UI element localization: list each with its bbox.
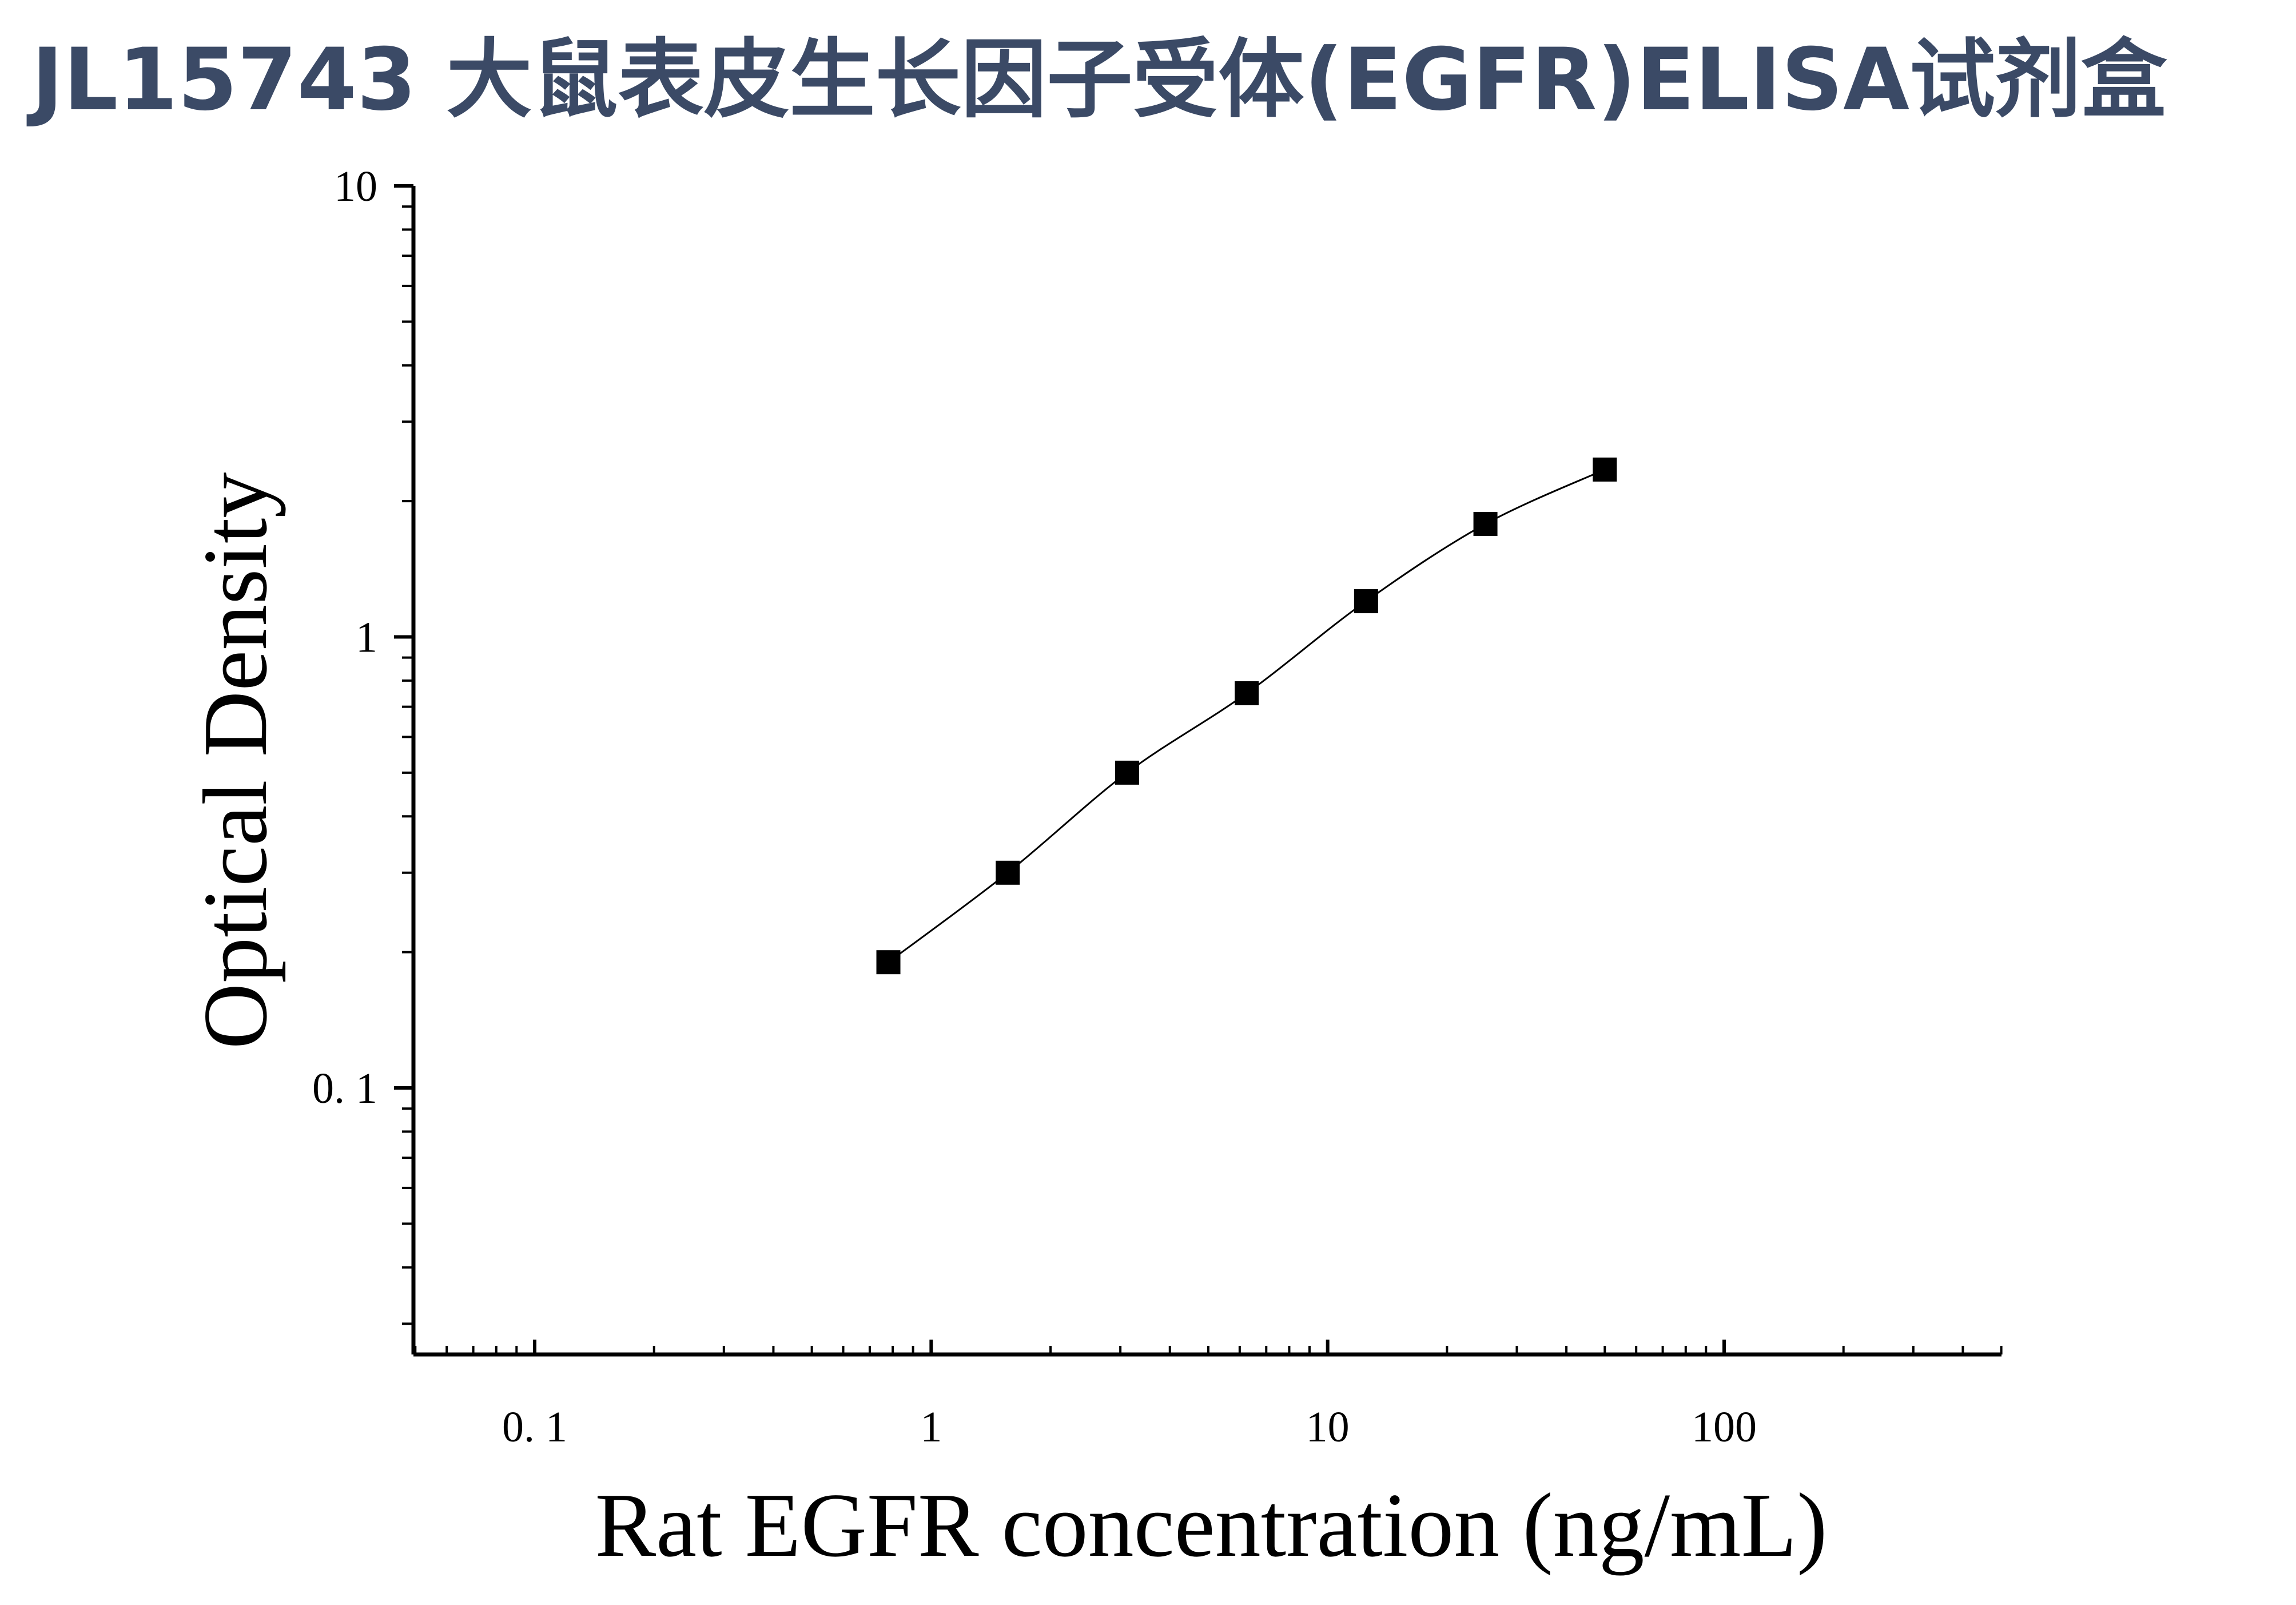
y-axis-title: Optical Density: [184, 472, 286, 1050]
page-title: JL15743 大鼠表皮生长因子受体(EGFR)ELISA试剂盒: [31, 30, 2167, 130]
data-point: [1593, 457, 1617, 482]
data-point: [1473, 512, 1498, 537]
data-point: [1235, 681, 1259, 706]
x-axis-title: Rat EGFR concentration (ng/mL): [595, 1474, 1827, 1576]
data-point: [876, 950, 901, 975]
x-tick-label: 100: [1692, 1403, 1757, 1451]
y-tick-label: 1: [356, 614, 377, 662]
y-tick-label: 10: [334, 162, 377, 210]
fit-curve: [888, 468, 1605, 963]
data-point: [996, 860, 1020, 885]
y-tick-label: 0. 1: [312, 1064, 377, 1113]
x-tick-label: 10: [1306, 1403, 1350, 1451]
data-point: [1115, 760, 1139, 785]
data-point: [1354, 589, 1378, 614]
x-tick-label: 1: [920, 1403, 942, 1451]
x-tick-label: 0. 1: [502, 1403, 567, 1451]
